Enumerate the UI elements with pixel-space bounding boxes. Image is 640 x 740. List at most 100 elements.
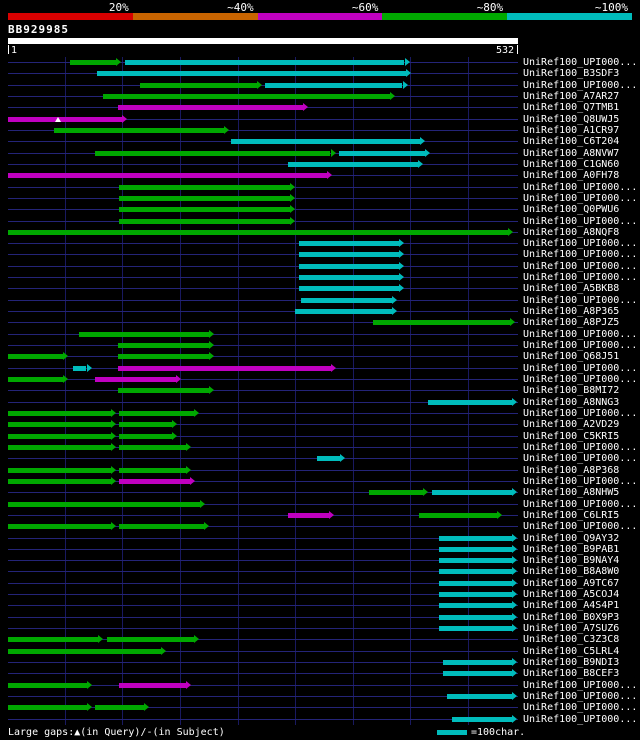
hit-label[interactable]: UniRef100_A9TC67 bbox=[523, 577, 620, 589]
hit-label[interactable]: UniRef100_A5BKB8 bbox=[523, 283, 620, 295]
hsp-bar[interactable] bbox=[95, 377, 176, 383]
hsp-bar[interactable] bbox=[439, 546, 512, 552]
hit-label[interactable]: UniRef100_UPI000... bbox=[523, 238, 638, 250]
hsp-bar[interactable] bbox=[339, 150, 425, 156]
hsp-bar[interactable] bbox=[300, 297, 392, 303]
hsp-bar[interactable] bbox=[439, 603, 512, 609]
hit-label[interactable]: UniRef100_UPI000... bbox=[523, 249, 638, 261]
hit-label[interactable]: UniRef100_A5COJ4 bbox=[523, 589, 620, 601]
hsp-bar[interactable] bbox=[439, 614, 512, 620]
hsp-bar[interactable] bbox=[439, 535, 512, 541]
hsp-bar[interactable] bbox=[119, 184, 291, 190]
hsp-bar[interactable] bbox=[451, 716, 512, 722]
hsp-bar[interactable] bbox=[119, 207, 291, 213]
hsp-bar[interactable] bbox=[443, 660, 513, 666]
hsp-bar[interactable] bbox=[119, 433, 172, 439]
hit-label[interactable]: UniRef100_C6LRI5 bbox=[523, 509, 620, 521]
hit-label[interactable]: UniRef100_A1CR97 bbox=[523, 124, 620, 136]
hsp-bar[interactable] bbox=[119, 682, 187, 688]
hsp-bar[interactable] bbox=[119, 444, 187, 450]
hit-label[interactable]: UniRef100_A8P365 bbox=[523, 306, 620, 318]
hsp-bar[interactable] bbox=[8, 229, 509, 235]
hsp-bar[interactable] bbox=[299, 275, 399, 281]
hsp-bar[interactable] bbox=[427, 399, 512, 405]
hit-label[interactable]: UniRef100_C5LRL4 bbox=[523, 645, 620, 657]
hsp-bar[interactable] bbox=[419, 512, 497, 518]
hsp-bar[interactable] bbox=[119, 524, 204, 530]
hsp-bar[interactable] bbox=[295, 309, 392, 315]
hit-label[interactable]: UniRef100_UPI000... bbox=[523, 328, 638, 340]
hsp-bar[interactable] bbox=[95, 705, 145, 711]
hit-label[interactable]: UniRef100_B3SDF3 bbox=[523, 68, 620, 80]
hit-label[interactable]: UniRef100_A8P368 bbox=[523, 464, 620, 476]
hit-label[interactable]: UniRef100_UPI000... bbox=[523, 521, 638, 533]
hsp-bar[interactable] bbox=[8, 433, 111, 439]
hsp-bar[interactable] bbox=[287, 161, 418, 167]
hsp-bar[interactable] bbox=[119, 218, 291, 224]
hit-label[interactable]: UniRef100_UPI000... bbox=[523, 79, 638, 91]
hit-label[interactable]: UniRef100_C5KRI5 bbox=[523, 430, 620, 442]
hit-label[interactable]: UniRef100_A8NVW7 bbox=[523, 147, 620, 159]
hsp-bar[interactable] bbox=[95, 150, 331, 156]
hit-label[interactable]: UniRef100_UPI000... bbox=[523, 713, 638, 725]
hit-label[interactable]: UniRef100_Q0PWU6 bbox=[523, 204, 620, 216]
hsp-bar[interactable] bbox=[8, 354, 63, 360]
hsp-bar[interactable] bbox=[125, 60, 405, 65]
hsp-bar[interactable] bbox=[54, 127, 224, 133]
hsp-bar[interactable] bbox=[8, 682, 87, 688]
hit-label[interactable]: UniRef100_B8CEF3 bbox=[523, 668, 620, 680]
hsp-bar[interactable] bbox=[299, 286, 399, 292]
hsp-bar[interactable] bbox=[97, 71, 407, 77]
hsp-bar[interactable] bbox=[287, 512, 329, 518]
hit-label[interactable]: UniRef100_C3Z3C8 bbox=[523, 634, 620, 646]
hsp-bar[interactable] bbox=[8, 467, 111, 473]
hsp-bar[interactable] bbox=[265, 82, 403, 88]
hsp-bar[interactable] bbox=[117, 365, 331, 371]
hsp-bar[interactable] bbox=[8, 422, 111, 428]
hsp-bar[interactable] bbox=[439, 626, 512, 632]
hsp-bar[interactable] bbox=[439, 569, 512, 575]
hsp-bar[interactable] bbox=[119, 195, 291, 201]
hit-label[interactable]: UniRef100_Q8UWJ5 bbox=[523, 113, 620, 125]
hit-label[interactable]: UniRef100_UPI000... bbox=[523, 181, 638, 193]
hit-label[interactable]: UniRef100_UPI000... bbox=[523, 340, 638, 352]
hit-label[interactable]: UniRef100_UPI000... bbox=[523, 272, 638, 284]
hsp-bar[interactable] bbox=[230, 139, 420, 145]
hsp-bar[interactable] bbox=[299, 241, 399, 247]
hsp-bar[interactable] bbox=[139, 82, 257, 88]
hsp-bar[interactable] bbox=[69, 60, 117, 65]
hit-label[interactable]: UniRef100_Q7TMB1 bbox=[523, 102, 620, 114]
hsp-bar[interactable] bbox=[299, 252, 399, 258]
hit-label[interactable]: UniRef100_UPI000... bbox=[523, 453, 638, 465]
hit-label[interactable]: UniRef100_C1GN60 bbox=[523, 158, 620, 170]
hsp-bar[interactable] bbox=[117, 354, 209, 360]
hit-label[interactable]: UniRef100_UPI000... bbox=[523, 294, 638, 306]
hit-label[interactable]: UniRef100_Q9AY32 bbox=[523, 532, 620, 544]
hsp-bar[interactable] bbox=[299, 263, 399, 269]
hit-label[interactable]: UniRef100_B9PAB1 bbox=[523, 543, 620, 555]
hit-label[interactable]: UniRef100_UPI000... bbox=[523, 57, 638, 68]
hsp-bar[interactable] bbox=[119, 467, 187, 473]
hsp-bar[interactable] bbox=[446, 694, 512, 700]
hsp-bar[interactable] bbox=[8, 524, 111, 530]
hit-label[interactable]: UniRef100_Q68J51 bbox=[523, 351, 620, 363]
hsp-bar[interactable] bbox=[8, 116, 123, 122]
hsp-bar[interactable] bbox=[317, 456, 341, 462]
hsp-bar[interactable] bbox=[8, 377, 63, 383]
hit-label[interactable]: UniRef100_A8NHW5 bbox=[523, 487, 620, 499]
hsp-bar[interactable] bbox=[439, 592, 512, 598]
hit-label[interactable]: UniRef100_UPI000... bbox=[523, 702, 638, 714]
hit-label[interactable]: UniRef100_UPI000... bbox=[523, 362, 638, 374]
hit-label[interactable]: UniRef100_A4S4P1 bbox=[523, 600, 620, 612]
hsp-bar[interactable] bbox=[119, 422, 172, 428]
hsp-bar[interactable] bbox=[8, 648, 161, 654]
hit-label[interactable]: UniRef100_A0FH78 bbox=[523, 170, 620, 182]
hsp-bar[interactable] bbox=[8, 173, 327, 179]
hsp-bar[interactable] bbox=[117, 105, 303, 111]
hit-label[interactable]: UniRef100_A2VD29 bbox=[523, 419, 620, 431]
hsp-bar[interactable] bbox=[8, 444, 111, 450]
hit-label[interactable]: UniRef100_UPI000... bbox=[523, 374, 638, 386]
hit-label[interactable]: UniRef100_UPI000... bbox=[523, 192, 638, 204]
hsp-bar[interactable] bbox=[8, 637, 99, 643]
hsp-bar[interactable] bbox=[431, 490, 513, 496]
